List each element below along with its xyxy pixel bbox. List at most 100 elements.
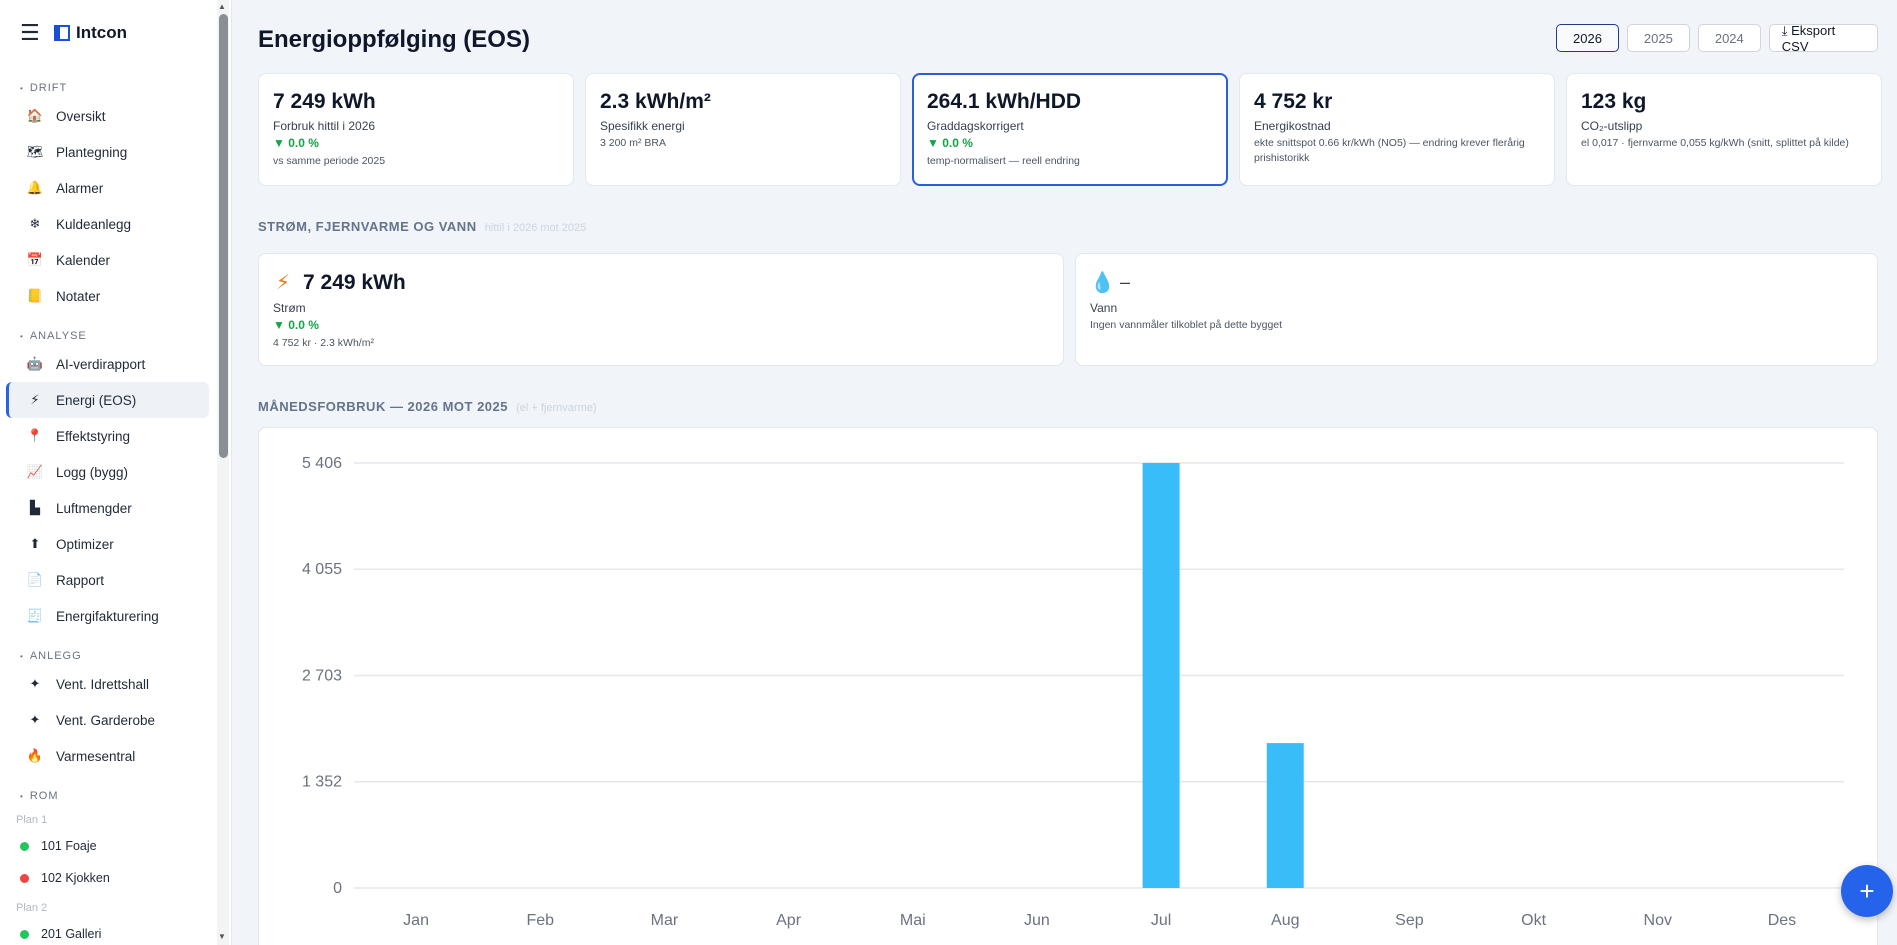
kpi-delta: ▼ 0.0 % — [273, 136, 319, 150]
kpi-value: 264.1 kWh/HDD — [927, 90, 1082, 113]
sidebar-item-ai-verdirapport[interactable]: 🤖 AI-verdirapport — [6, 346, 209, 382]
logo[interactable]: Intcon — [54, 23, 127, 43]
scroll-up-icon[interactable]: ▲ — [218, 2, 226, 11]
chart-section-title: MÅNEDSFORBRUK — 2026 MOT 2025 (el + fjer… — [258, 399, 597, 414]
kpi-card-degree-day[interactable]: 264.1 kWh/HDD Graddagskorrigert ▼ 0.0 % … — [912, 73, 1228, 186]
y-tick-label: 5 406 — [302, 455, 342, 472]
kpi-note: vs samme periode 2025 — [273, 155, 386, 167]
utility-note: Ingen vannmåler tilkoblet på dette bygge… — [1090, 319, 1283, 331]
utility-value: 7 249 kWh — [303, 270, 406, 294]
document-icon: 📄 — [26, 572, 44, 587]
kpi-label: Energikostnad — [1254, 119, 1331, 133]
x-tick-label: Mar — [651, 912, 679, 929]
scrollbar-thumb[interactable] — [219, 14, 228, 458]
hamburger-menu-icon[interactable]: ☰ — [20, 20, 40, 45]
kpi-value: 2.3 kWh/m² — [600, 90, 711, 113]
section-title: STRØM, FJERNVARME OG VANN — [258, 219, 477, 234]
status-dot-icon — [20, 841, 29, 851]
bar-aug[interactable] — [1266, 743, 1304, 888]
section-subtitle: (el + fjernvarme) — [516, 402, 597, 414]
utility-label: Vann — [1090, 301, 1118, 315]
sidebar-item-label: Alarmer — [56, 180, 104, 196]
sidebar-section-header: • ANLEGG — [0, 634, 231, 666]
year-button-2026[interactable]: 2026 — [1556, 24, 1619, 52]
x-tick-label: Des — [1768, 912, 1796, 929]
x-tick-label: Nov — [1644, 912, 1672, 929]
utility-card-power: ⚡ 7 249 kWh Strøm ▼ 0.0 % 4 752 kr · 2.3… — [258, 253, 1064, 366]
bar-jul[interactable] — [1142, 463, 1180, 888]
sidebar-item-rapport[interactable]: 📄 Rapport — [6, 562, 209, 598]
sidebar-item-label: Kuldeanlegg — [56, 216, 132, 232]
kpi-card-specific-energy: 2.3 kWh/m² Spesifikk energi 3 200 m² BRA — [585, 73, 901, 186]
app-name: Intcon — [76, 23, 127, 42]
sidebar-item-plantegning[interactable]: 🗺 Plantegning — [6, 134, 209, 170]
scroll-down-icon[interactable]: ▼ — [218, 932, 226, 941]
sidebar-section-title: ANLEGG — [29, 650, 82, 662]
year-selector: 2026 2025 2024 ⤓ Eksport CSV — [1556, 23, 1878, 54]
sidebar-item-kuldeanlegg[interactable]: ❄ Kuldeanlegg — [6, 206, 209, 242]
kpi-label: Graddagskorrigert — [927, 119, 1024, 133]
year-button-2024[interactable]: 2024 — [1697, 24, 1761, 52]
house-icon: 🏠 — [26, 108, 44, 123]
year-button-2025[interactable]: 2025 — [1626, 24, 1690, 52]
sidebar-room-item[interactable]: 101 Foaje — [0, 830, 231, 862]
sidebar-item-varmesentral[interactable]: 🔥 Varmesentral — [6, 738, 209, 774]
sidebar-item-label: Energi (EOS) — [56, 392, 137, 408]
sidebar-item-label: Plantegning — [56, 144, 128, 160]
sidebar-item-oversikt[interactable]: 🏠 Oversikt — [6, 98, 209, 134]
sidebar-section-header: • ANALYSE — [0, 314, 231, 346]
kpi-note: 3 200 m² BRA — [600, 137, 666, 149]
utility-label: Strøm — [273, 301, 306, 315]
sidebar-item-logg-bygg[interactable]: 📈 Logg (bygg) — [6, 454, 209, 490]
kpi-note: temp-normalisert — reell endring — [927, 155, 1080, 167]
export-csv-button[interactable]: ⤓ Eksport CSV — [1768, 23, 1878, 54]
water-drop-icon: 💧 — [1090, 272, 1115, 294]
sidebar-item-optimizer[interactable]: ⬆ Optimizer — [6, 526, 209, 562]
lightning-icon: ⚡ — [275, 272, 291, 294]
sidebar-section-header: • DRIFT — [0, 66, 231, 98]
x-tick-label: Jul — [1151, 912, 1171, 929]
flame-icon: 🔥 — [26, 748, 44, 763]
snowflake-icon: ❄ — [29, 216, 41, 231]
sidebar-item-kalender[interactable]: 📅 Kalender — [6, 242, 209, 278]
sidebar-item-vent-idrettshall[interactable]: ✦ Vent. Idrettshall — [6, 666, 209, 702]
sidebar-item-label: Vent. Idrettshall — [56, 676, 150, 692]
kpi-value: 4 752 kr — [1254, 90, 1333, 113]
kpi-value: 123 kg — [1581, 90, 1647, 113]
fan-icon: ✦ — [29, 712, 41, 727]
section-title: MÅNEDSFORBRUK — 2026 MOT 2025 — [258, 399, 508, 414]
x-tick-label: Feb — [526, 912, 554, 929]
sidebar-room-item[interactable]: 102 Kjokken — [0, 862, 231, 894]
sidebar-item-luftmengder[interactable]: ▙ Luftmengder — [6, 490, 209, 526]
fan-icon: ✦ — [29, 676, 41, 691]
logo-mark-icon — [54, 25, 70, 41]
utilities-section-title: STRØM, FJERNVARME OG VANN hittil i 2026 … — [258, 219, 586, 234]
sidebar-item-energi-eos[interactable]: ⚡ Energi (EOS) — [6, 382, 209, 418]
sidebar-section-title: ANALYSE — [29, 330, 87, 342]
kpi-row: 7 249 kWh Forbruk hittil i 2026 ▼ 0.0 % … — [258, 73, 1882, 186]
bar-chart: 0 1 352 2 703 4 055 5 406 Jan Feb Mar Apr Mai Jun J… — [302, 455, 1844, 929]
sidebar-section-title: ROM — [29, 790, 59, 802]
kpi-label: CO₂-utslipp — [1581, 119, 1643, 133]
sidebar-item-label: Optimizer — [56, 536, 114, 552]
x-tick-label: Jun — [1024, 912, 1050, 929]
sidebar-item-energifakturering[interactable]: 🧾 Energifakturering — [6, 598, 209, 634]
sidebar-section-title: DRIFT — [29, 82, 68, 94]
utility-note: 4 752 kr · 2.3 kWh/m² — [273, 337, 374, 349]
sidebar-item-effektstyring[interactable]: 📍 Effektstyring — [6, 418, 209, 454]
utility-value: – — [1120, 272, 1131, 292]
y-tick-label: 0 — [333, 880, 342, 897]
sidebar-item-notater[interactable]: 📒 Notater — [6, 278, 209, 314]
sidebar-item-alarmer[interactable]: 🔔 Alarmer — [6, 170, 209, 206]
sidebar-room-item[interactable]: 201 Galleri — [0, 918, 231, 945]
sidebar: ☰ Intcon • DRIFT 🏠 Oversikt 🗺 Plantegning 🔔 Ala… — [0, 0, 232, 945]
status-dot-icon — [20, 929, 29, 939]
kpi-card-co2: 123 kg CO₂-utslipp el 0,017 · fjernvarme… — [1566, 73, 1882, 186]
add-fab-button[interactable]: + — [1841, 865, 1893, 917]
sidebar-scrollbar[interactable]: ▲ ▼ — [217, 0, 229, 945]
sidebar-item-label: Oversikt — [56, 108, 106, 124]
sidebar-item-vent-garderobe[interactable]: ✦ Vent. Garderobe — [6, 702, 209, 738]
bullet-icon: • — [20, 83, 24, 93]
calendar-icon: 📅 — [26, 252, 44, 267]
section-subtitle: hittil i 2026 mot 2025 — [484, 222, 587, 234]
